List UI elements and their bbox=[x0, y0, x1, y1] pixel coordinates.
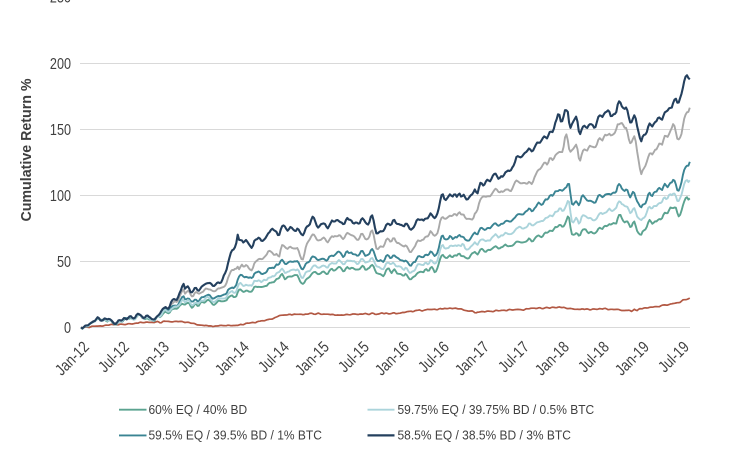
svg-text:150: 150 bbox=[50, 122, 71, 140]
svg-text:59.5% EQ / 39.5% BD / 1% BTC: 59.5% EQ / 39.5% BD / 1% BTC bbox=[149, 428, 323, 442]
svg-text:59.75% EQ / 39.75% BD / 0.5% B: 59.75% EQ / 39.75% BD / 0.5% BTC bbox=[398, 403, 595, 417]
svg-text:58.5% EQ / 38.5% BD / 3% BTC: 58.5% EQ / 38.5% BD / 3% BTC bbox=[398, 428, 572, 442]
svg-text:100: 100 bbox=[50, 188, 71, 206]
svg-text:Cumulative Return %: Cumulative Return % bbox=[19, 78, 35, 221]
svg-text:0: 0 bbox=[64, 320, 71, 338]
svg-text:250: 250 bbox=[50, 0, 71, 7]
svg-text:60% EQ / 40% BD: 60% EQ / 40% BD bbox=[149, 403, 248, 417]
svg-text:50: 50 bbox=[57, 254, 71, 272]
svg-text:200: 200 bbox=[50, 56, 71, 74]
